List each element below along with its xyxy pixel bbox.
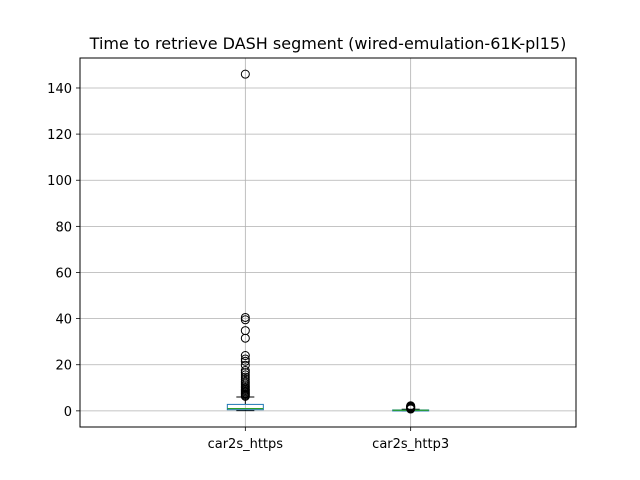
outlier-point [240, 372, 250, 382]
box-car2s_http3 [392, 401, 430, 414]
outlier-point [240, 376, 250, 386]
tick-marks: 0 20 40 60 80 100 120 140 car2s_https car2s_http3 [47, 82, 449, 452]
boxes-layer [226, 69, 430, 414]
y-tick-label: 100 [47, 174, 72, 189]
y-tick-label: 80 [55, 220, 72, 235]
outlier-point [240, 315, 250, 325]
y-tick-label: 140 [47, 82, 72, 97]
outlier-point [240, 354, 250, 364]
x-tick-label: car2s_http3 [372, 437, 449, 452]
outlier-point [240, 365, 250, 375]
outlier-point [240, 69, 250, 79]
chart-title: Time to retrieve DASH segment (wired-emu… [89, 34, 567, 53]
y-tick-label: 20 [55, 359, 72, 374]
y-tick-label: 0 [64, 405, 72, 420]
plot-frame [79, 57, 577, 428]
outlier-point [240, 326, 250, 336]
outlier-point [240, 356, 250, 366]
outlier-point [240, 360, 250, 370]
outlier-point [240, 368, 250, 378]
y-tick-label: 120 [47, 128, 72, 143]
y-tick-label: 60 [55, 266, 72, 281]
box-car2s_https [226, 69, 264, 412]
outlier-point [406, 401, 416, 411]
grid-lines [80, 58, 576, 427]
outlier-point [240, 312, 250, 322]
outlier-point [240, 351, 250, 361]
y-tick-label: 40 [55, 313, 72, 328]
x-tick-label: car2s_https [208, 437, 284, 452]
outlier-point [240, 370, 250, 380]
iqr-box [226, 403, 264, 411]
outlier-point [240, 374, 250, 384]
